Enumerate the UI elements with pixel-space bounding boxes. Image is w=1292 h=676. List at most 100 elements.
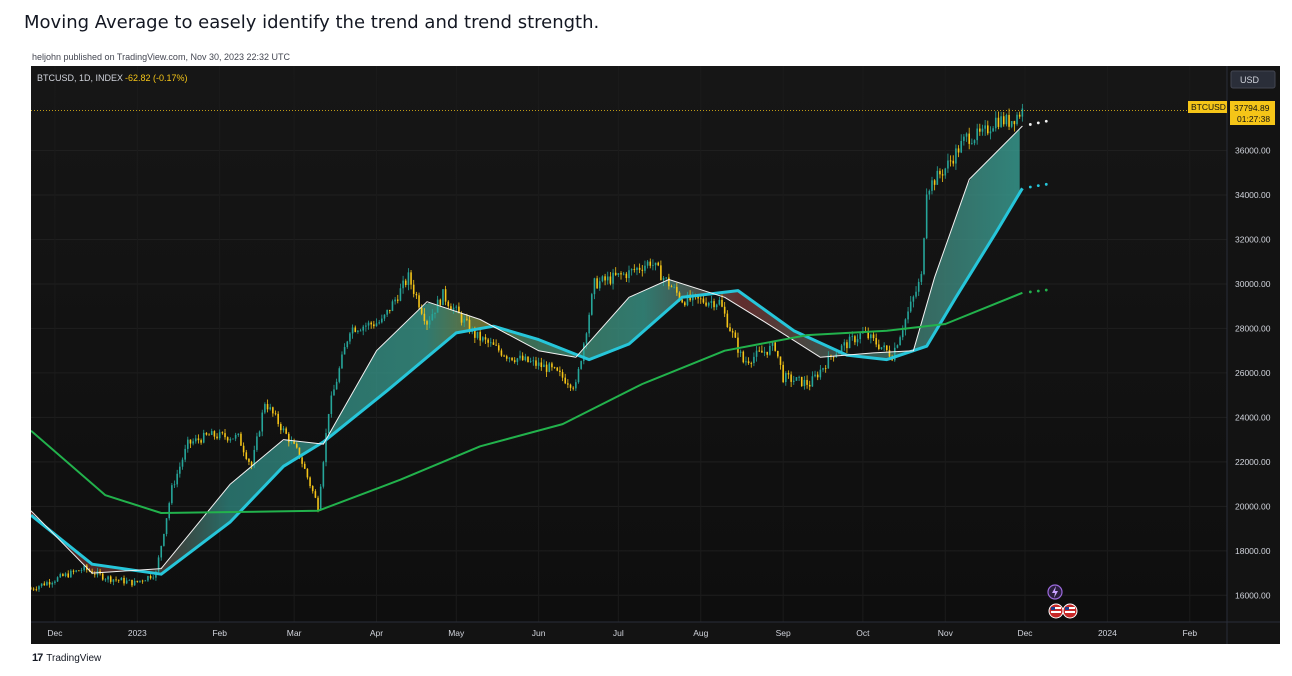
candle-body	[652, 265, 654, 267]
candle-body	[482, 337, 484, 341]
candle-body	[101, 573, 104, 580]
candle-body	[516, 358, 519, 362]
candle-body	[803, 379, 806, 387]
candle-body	[75, 570, 77, 572]
candle-body	[505, 356, 508, 359]
candle-body	[723, 306, 726, 314]
y-tick-label: 34000.00	[1235, 190, 1271, 200]
candle-body	[763, 351, 766, 353]
ma-projection-dot	[1044, 288, 1048, 292]
candle-body	[933, 180, 936, 185]
candle-body	[117, 579, 120, 581]
candle-body	[288, 433, 290, 443]
candle-body	[319, 486, 322, 511]
candle-body	[141, 580, 144, 582]
candle-body	[551, 363, 553, 368]
candle-body	[997, 117, 1000, 127]
candle-body	[389, 309, 391, 311]
candle-body	[529, 361, 532, 362]
candle-body	[944, 168, 947, 176]
candle-body	[165, 518, 168, 534]
candle-body	[213, 431, 216, 437]
candle-body	[928, 190, 931, 195]
candle-body	[487, 339, 489, 343]
currency-button[interactable]	[1230, 70, 1276, 89]
symbol-info[interactable]: BTCUSD, 1D, INDEX	[37, 73, 123, 83]
candle-body	[447, 301, 450, 307]
x-tick-label: 2023	[128, 628, 147, 638]
candle-body	[816, 374, 819, 378]
candle-body	[729, 327, 731, 332]
candle-body	[699, 298, 702, 300]
candle-body	[886, 345, 888, 351]
candle-body	[795, 377, 798, 381]
x-tick-label: Dec	[1017, 628, 1033, 638]
candle-body	[1002, 116, 1005, 125]
chart-frame[interactable]: 16000.00 18000.00 20000.00 22000.00 24000.00…	[31, 66, 1280, 644]
symbol-tag	[1188, 101, 1227, 113]
candle-body	[843, 342, 846, 346]
candle-body	[274, 413, 277, 415]
candle-body	[463, 318, 466, 323]
candle-body	[923, 238, 925, 275]
currency-label[interactable]: USD	[1240, 75, 1260, 85]
candle-body	[1000, 116, 1002, 127]
candle-body	[354, 327, 357, 332]
candle-body	[949, 160, 952, 162]
candle-body	[987, 125, 989, 134]
candle-body	[184, 448, 186, 460]
x-tick-label: Nov	[938, 628, 954, 638]
candle-body	[971, 143, 973, 145]
candle-body	[434, 312, 436, 315]
price-axis[interactable]: 16000.00 18000.00 20000.00 22000.00 24000.00…	[1226, 66, 1271, 644]
candle-body	[149, 575, 152, 579]
candle-body	[67, 573, 70, 578]
candle-body	[293, 440, 295, 444]
candle-body	[888, 350, 891, 357]
candle-body	[298, 447, 301, 458]
candle-body	[896, 345, 899, 348]
us-flag-icon[interactable]	[1048, 603, 1078, 619]
candle-body	[40, 583, 43, 587]
candle-body	[606, 276, 609, 281]
candle-body	[984, 125, 986, 129]
y-tick-label: 20000.00	[1235, 501, 1271, 511]
candle-body	[460, 313, 463, 323]
candle-body	[383, 314, 386, 319]
footer-brand[interactable]: 17 TradingView	[32, 652, 101, 664]
y-tick-label: 18000.00	[1235, 546, 1271, 556]
candle-body	[588, 314, 590, 334]
candle-body	[59, 574, 62, 578]
candle-body	[867, 331, 869, 339]
price-chart[interactable]: 16000.00 18000.00 20000.00 22000.00 24000.00…	[31, 66, 1280, 644]
candle-body	[519, 355, 521, 359]
candle-body	[771, 342, 774, 346]
candle-body	[476, 331, 479, 338]
candle-body	[466, 318, 468, 320]
candle-body	[194, 438, 197, 442]
candle-body	[412, 284, 415, 294]
time-axis[interactable]: Dec 2023 Feb Mar Apr May Jun Jul Aug Sep Oct Nov Dec…	[31, 621, 1280, 638]
ma-projection-dot	[1028, 185, 1032, 189]
candle-body	[343, 347, 346, 355]
candle-body	[205, 432, 208, 435]
candle-body	[681, 299, 683, 303]
candle-body	[567, 383, 569, 385]
candle-body	[346, 341, 349, 348]
candle-body	[250, 461, 253, 467]
candle-body	[264, 404, 266, 413]
candle-body	[78, 570, 80, 572]
candle-body	[628, 270, 630, 279]
candle-body	[128, 579, 131, 581]
lightning-icon[interactable]	[1047, 584, 1063, 600]
candle-body	[769, 345, 771, 355]
candle-body	[787, 373, 790, 375]
candle-body	[330, 395, 333, 414]
candle-body	[527, 356, 529, 362]
candle-body	[479, 331, 481, 341]
ma-fill-area	[31, 128, 1020, 574]
candle-body	[992, 128, 994, 132]
candle-body	[112, 579, 115, 582]
candle-body	[426, 321, 428, 325]
candle-body	[232, 438, 234, 440]
